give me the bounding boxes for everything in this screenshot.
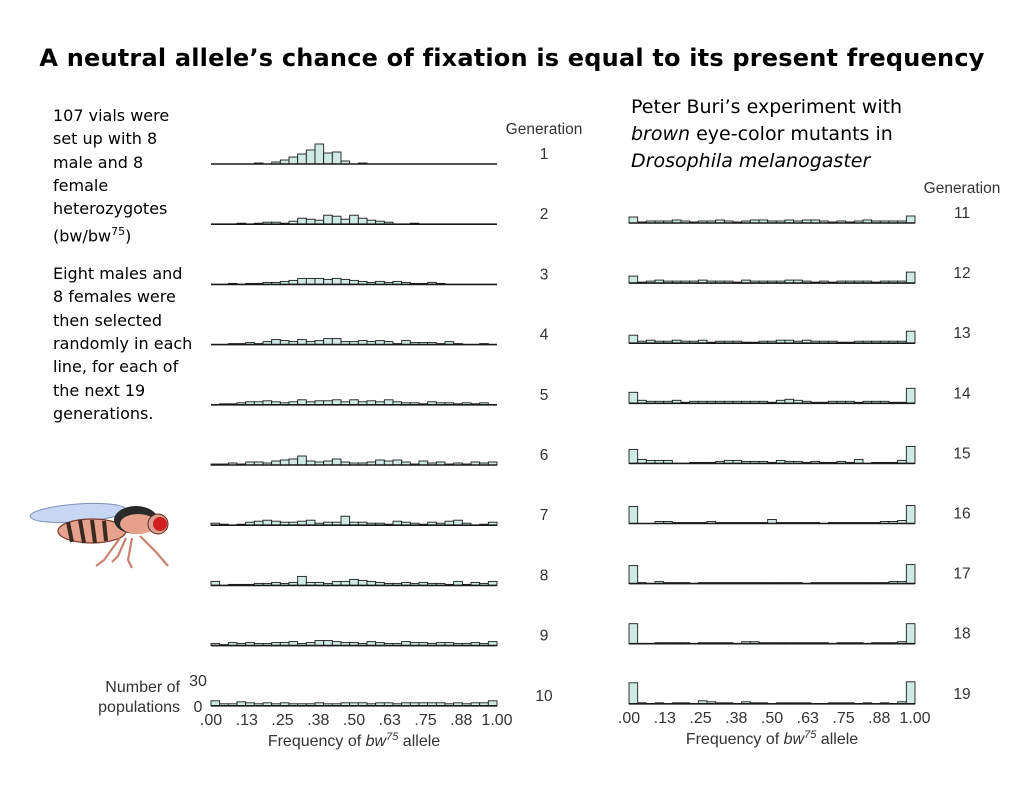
- generation-label: 5: [540, 387, 549, 404]
- x-tick-label: 1.00: [481, 712, 512, 729]
- y-tick-label: 30: [189, 673, 207, 690]
- histogram-bar: [331, 215, 342, 225]
- histogram-bar: [349, 214, 359, 225]
- generation-label: 15: [953, 445, 970, 462]
- histogram-bar: [288, 458, 299, 466]
- generation-label: 4: [540, 327, 549, 344]
- generation-label: 18: [953, 626, 970, 643]
- histogram-bar: [905, 505, 916, 524]
- generation-header: Generation: [924, 180, 1001, 197]
- x-tick-label: .25: [689, 710, 711, 727]
- histogram-bar: [340, 515, 351, 526]
- y-tick-label: 0: [194, 699, 203, 716]
- generation-label: 11: [954, 205, 970, 222]
- histogram-bar: [314, 277, 325, 285]
- x-tick-label: .00: [618, 710, 640, 727]
- generation-label: 17: [953, 566, 970, 583]
- generation-label: 8: [540, 567, 549, 584]
- generation-label: 14: [953, 385, 971, 402]
- histogram-bar: [905, 445, 916, 464]
- generation-label: 12: [953, 265, 970, 282]
- x-tick-label: .63: [379, 712, 401, 729]
- histogram-bar: [628, 275, 639, 284]
- histogram-bar: [297, 217, 307, 225]
- fruit-fly-illustration: [29, 502, 169, 569]
- histogram-bar: [323, 214, 333, 225]
- histogram-bar: [905, 681, 916, 705]
- x-tick-label: .75: [832, 710, 854, 727]
- generation-label: 19: [953, 686, 970, 703]
- experiment-description: 107 vials were set up with 8 male and 8 …: [53, 104, 193, 439]
- generation-label: 7: [540, 507, 549, 524]
- procedure-paragraph: Eight males and 8 females were then sele…: [53, 264, 193, 423]
- histogram-bar: [331, 277, 342, 285]
- x-tick-label: .88: [450, 712, 472, 729]
- histogram-bar: [331, 151, 342, 165]
- histogram-bar: [628, 448, 639, 464]
- generation-header: Generation: [506, 121, 583, 138]
- histogram-bar: [905, 564, 916, 585]
- generation-label: 16: [953, 506, 970, 523]
- histogram-bar: [628, 682, 639, 705]
- histogram-bar: [297, 455, 307, 466]
- x-tick-label: .75: [414, 712, 436, 729]
- generation-label: 1: [540, 146, 549, 163]
- generation-label: 6: [540, 447, 549, 464]
- histogram-bar: [331, 458, 342, 466]
- x-tick-label: .38: [725, 710, 747, 727]
- x-axis-label: Frequency of bw75 allele: [268, 731, 440, 750]
- histogram-bar: [628, 506, 639, 524]
- histogram-bar: [628, 334, 639, 344]
- x-tick-label: .00: [200, 712, 222, 729]
- generation-label: 13: [953, 325, 970, 342]
- histogram-bar: [628, 216, 639, 224]
- histogram-panel-left: Generation 1 2 3 4 5 6 7 8 9 10 .00 .13 .25 .38 .50 .63.…: [98, 121, 582, 750]
- histogram-bar: [331, 338, 342, 346]
- histogram-bar: [628, 623, 639, 645]
- experiment-caption: Peter Buri’s experiment with brown eye-c…: [631, 96, 903, 172]
- histogram-bar: [305, 149, 316, 165]
- histogram-bar: [905, 623, 916, 645]
- x-tick-label: 1.00: [899, 710, 930, 727]
- setup-paragraph: 107 vials were set up with 8 male and 8 …: [53, 106, 170, 246]
- y-axis-label-line2: populations: [98, 699, 180, 716]
- page-title: A neutral allele’s chance of fixation is…: [39, 44, 985, 72]
- histogram-panel-right: Generation 11 12 13 14 15 16 17 18 19 .00 .13 .25 .38…: [618, 180, 1000, 748]
- x-axis-label: Frequency of bw75 allele: [686, 729, 858, 748]
- histogram-bar: [323, 152, 333, 165]
- histogram-bar: [323, 338, 333, 346]
- generation-label: 3: [540, 266, 549, 283]
- x-tick-label: .25: [271, 712, 293, 729]
- histogram-bar: [349, 578, 359, 586]
- x-tick-label: .50: [343, 712, 365, 729]
- histogram-bar: [297, 277, 307, 285]
- histogram-bar: [905, 387, 916, 404]
- histogram-bar: [305, 277, 316, 285]
- histogram-bar: [297, 153, 307, 165]
- generation-label: 9: [540, 628, 549, 645]
- histogram-bar: [628, 391, 639, 404]
- x-tick-label: .13: [654, 710, 676, 727]
- histogram-bar: [905, 330, 916, 344]
- histogram-bar: [905, 215, 916, 224]
- generation-label: 2: [540, 206, 549, 223]
- y-axis-label-line1: Number of: [105, 679, 180, 696]
- histogram-bar: [314, 143, 325, 165]
- histogram-bar: [628, 565, 639, 585]
- histogram-bar: [357, 217, 368, 225]
- histogram-bar: [297, 575, 307, 586]
- histogram-bar: [288, 156, 299, 165]
- x-tick-label: .88: [868, 710, 890, 727]
- generation-label: 10: [535, 688, 553, 705]
- x-tick-label: .13: [236, 712, 258, 729]
- x-tick-label: .38: [307, 712, 329, 729]
- histogram-bar: [905, 271, 916, 284]
- x-tick-label: .50: [761, 710, 783, 727]
- x-tick-label: .63: [797, 710, 819, 727]
